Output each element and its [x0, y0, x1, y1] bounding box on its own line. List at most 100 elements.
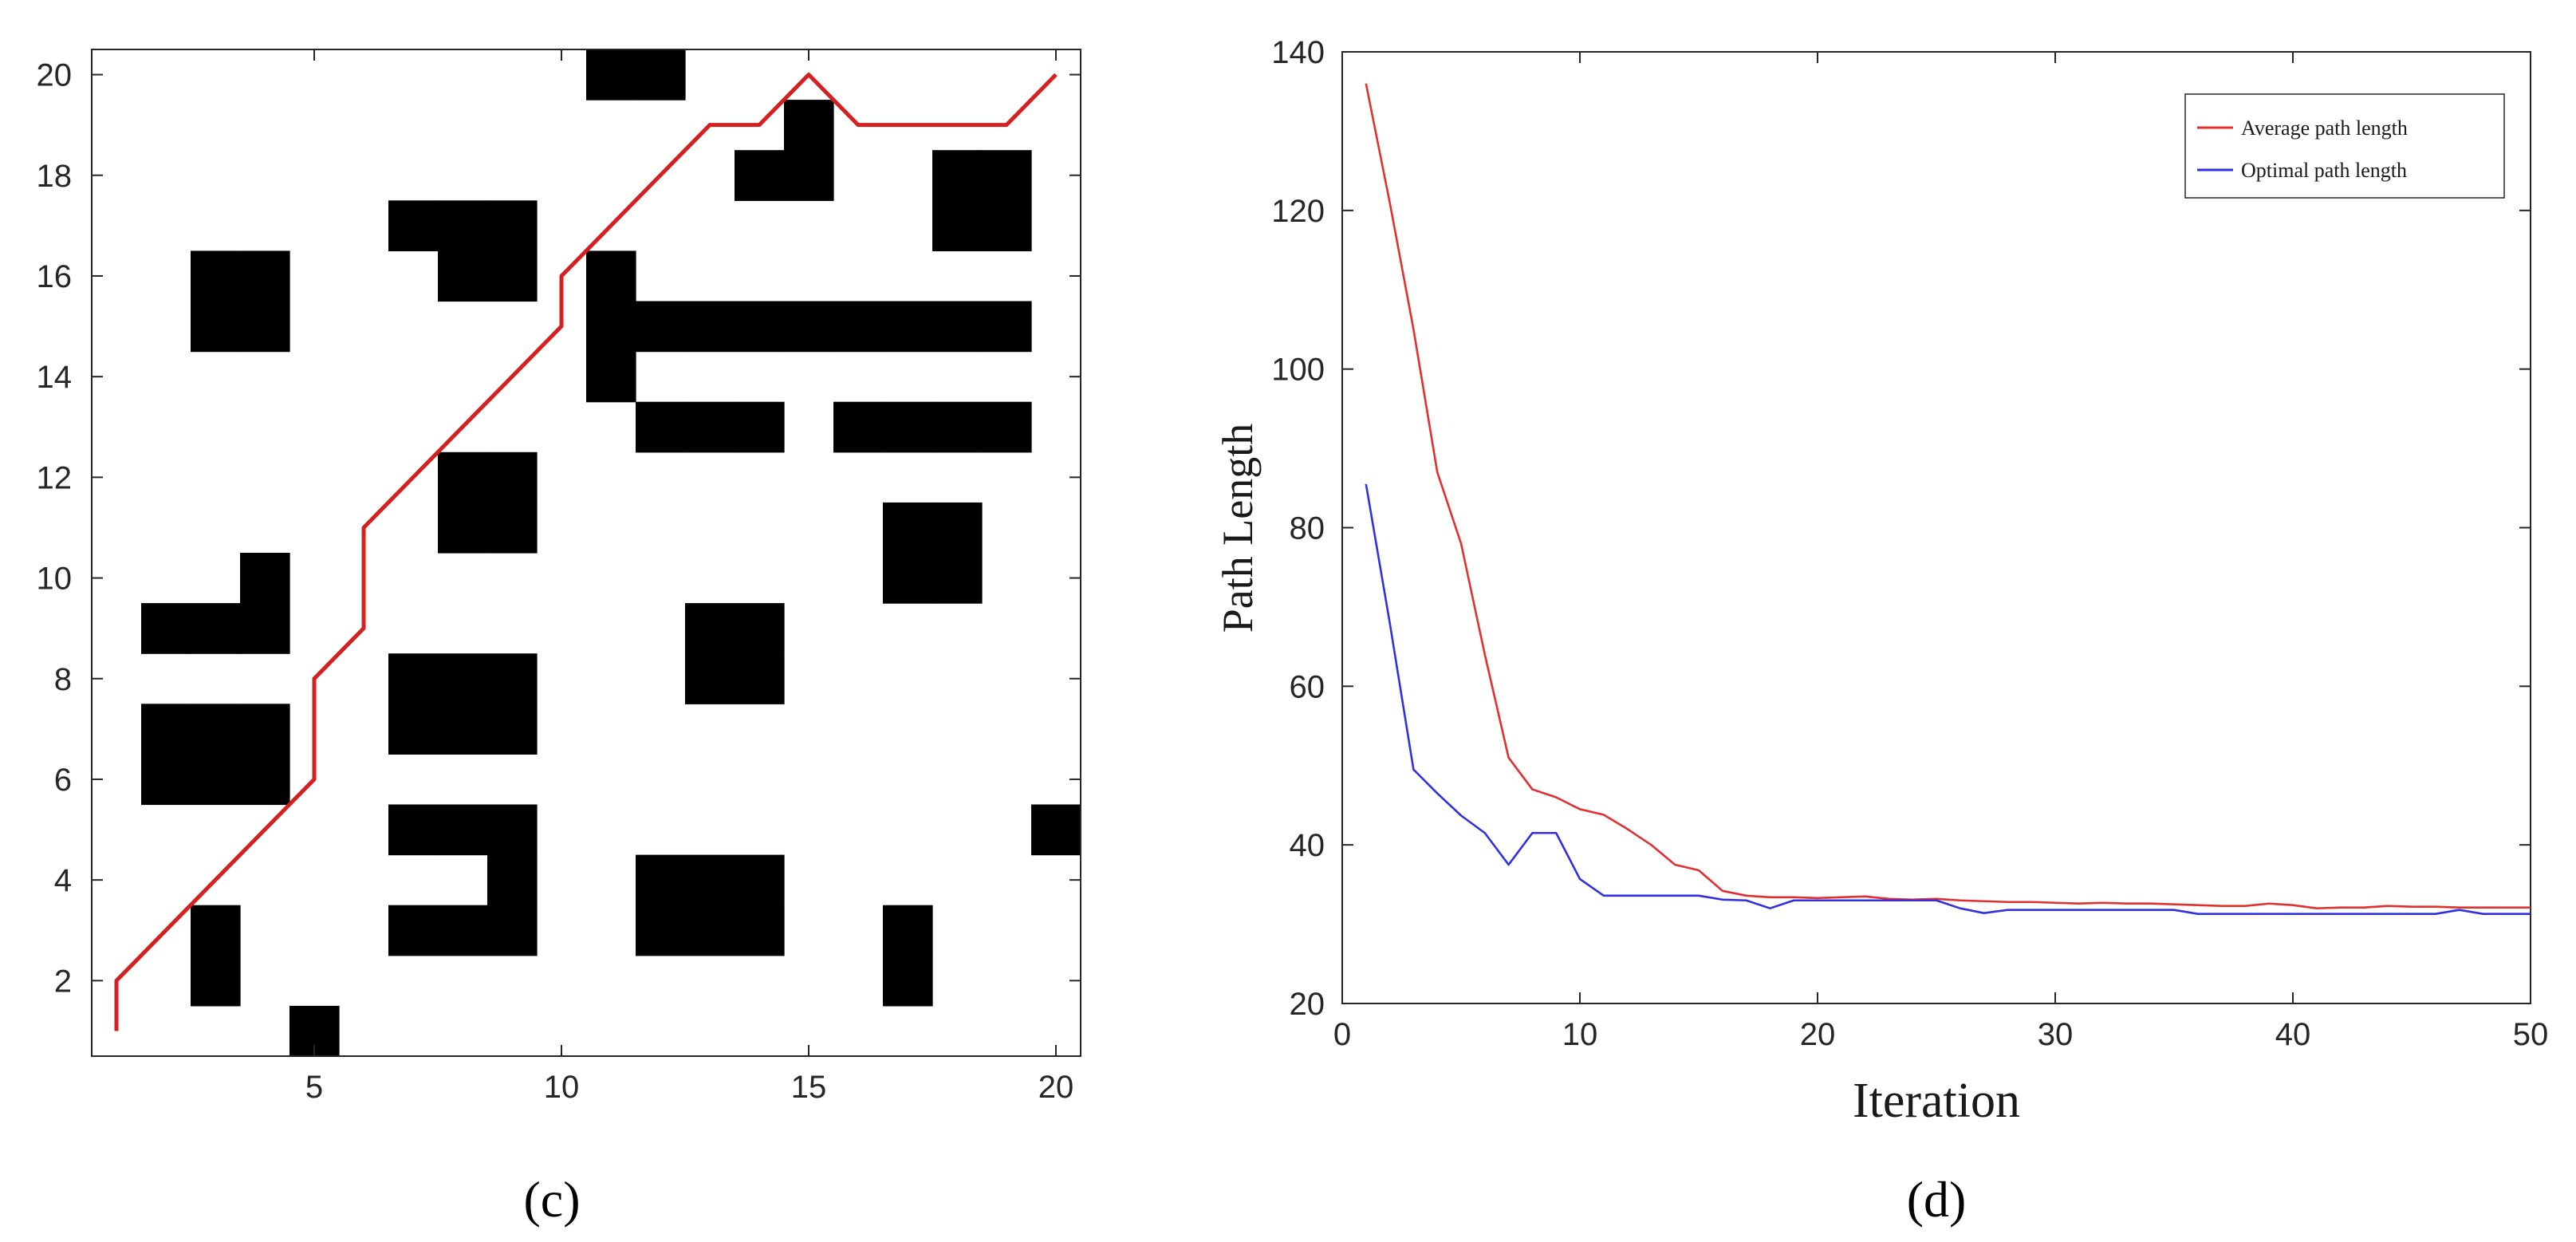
obstacle-cell: [735, 905, 785, 956]
obstacle-cell: [240, 754, 290, 806]
obstacle-cell: [685, 603, 735, 654]
obstacle-cell: [735, 401, 785, 453]
grid-map-panel: 5 10 15 20 2 4 6 8 10 12 14 16 18 20 (c): [37, 49, 1081, 1228]
obstacle-cell: [1031, 804, 1081, 856]
y-tick-label: 4: [54, 863, 72, 898]
obstacle-cell: [685, 401, 735, 453]
obstacle-cell: [487, 250, 538, 302]
x-tick-label: 15: [791, 1070, 827, 1105]
obstacle-cell: [191, 905, 241, 956]
robot-path-line: [114, 73, 1058, 1031]
obstacle-cell: [388, 653, 439, 704]
obstacle-cell: [685, 854, 735, 906]
obstacle-cell: [833, 301, 884, 353]
grid-map-x-ticks: 5 10 15 20: [305, 49, 1073, 1105]
obstacle-cell: [735, 653, 785, 704]
y-tick-label: 12: [37, 460, 73, 495]
obstacle-cell: [438, 451, 488, 503]
obstacle-cell: [932, 553, 983, 604]
obstacle-cell: [191, 603, 241, 654]
obstacle-cell: [487, 804, 538, 856]
x-tick-label: 5: [305, 1070, 323, 1105]
y-tick-label: 2: [54, 964, 72, 999]
obstacle-cell: [735, 301, 785, 353]
y-tick-label: 60: [1290, 669, 1325, 704]
obstacle-cell: [636, 49, 686, 101]
x-tick-label: 10: [544, 1070, 580, 1105]
obstacle-cell: [487, 704, 538, 755]
obstacle-cell: [883, 502, 933, 554]
obstacle-cell: [735, 854, 785, 906]
obstacle-cell: [932, 502, 983, 554]
y-tick-label: 20: [1290, 987, 1325, 1022]
obstacle-cell: [191, 704, 241, 755]
obstacle-cell: [982, 401, 1032, 453]
obstacle-cell: [191, 955, 241, 1007]
panel-label-d: (d): [1907, 1171, 1967, 1228]
obstacle-cell: [586, 301, 636, 353]
obstacle-cell: [438, 704, 488, 755]
obstacle-cell: [932, 401, 983, 453]
obstacle-cell: [833, 401, 884, 453]
obstacle-cell: [240, 553, 290, 604]
obstacle-cell: [438, 200, 488, 251]
obstacle-cell: [141, 603, 191, 654]
obstacle-cell: [636, 301, 686, 353]
y-tick-label: 16: [37, 259, 73, 294]
obstacle-cell: [982, 200, 1032, 251]
y-tick-label: 40: [1290, 828, 1325, 863]
obstacle-cell: [438, 502, 488, 554]
obstacle-cell: [636, 905, 686, 956]
x-axis-label: Iteration: [1853, 1074, 2020, 1128]
x-tick-label: 0: [1333, 1017, 1351, 1052]
obstacle-cell: [636, 854, 686, 906]
obstacle-cell: [487, 200, 538, 251]
obstacle-cell: [240, 704, 290, 755]
y-tick-label: 10: [37, 562, 73, 597]
x-tick-label: 20: [1800, 1017, 1836, 1052]
obstacle-cell: [685, 905, 735, 956]
panel-label-c: (c): [523, 1171, 580, 1228]
obstacle-cell: [784, 150, 834, 201]
obstacle-cell: [784, 301, 834, 353]
obstacle-cell: [388, 200, 439, 251]
chart-legend: Average path length Optimal path length: [2184, 93, 2505, 199]
y-tick-label: 140: [1271, 35, 1325, 70]
obstacle-cell: [636, 401, 686, 453]
obstacle-cell: [586, 250, 636, 302]
obstacle-cell: [932, 301, 983, 353]
grid-map-frame: [91, 49, 1081, 1057]
x-tick-label: 40: [2275, 1017, 2311, 1052]
y-tick-label: 6: [54, 763, 72, 798]
obstacle-cell: [685, 301, 735, 353]
obstacle-cell: [586, 351, 636, 403]
y-tick-label: 120: [1271, 194, 1325, 229]
chart-series-layer: [1365, 83, 2531, 915]
obstacle-cell: [438, 804, 488, 856]
obstacle-cell: [685, 653, 735, 704]
y-tick-label: 18: [37, 159, 73, 194]
obstacle-cell: [240, 250, 290, 302]
legend-box: [2184, 93, 2505, 199]
chart-y-ticks: 20 40 60 80 100 120 140: [1271, 35, 2531, 1022]
obstacle-cell: [932, 150, 983, 201]
obstacle-cell: [141, 704, 191, 755]
obstacle-cell: [191, 754, 241, 806]
series-average-path-length: [1365, 83, 2531, 909]
obstacle-cell: [982, 301, 1032, 353]
obstacle-cell: [191, 250, 241, 302]
obstacle-cell: [735, 150, 785, 201]
x-tick-label: 50: [2513, 1017, 2549, 1052]
obstacle-cell: [388, 804, 439, 856]
obstacle-cell: [883, 301, 933, 353]
chart-x-ticks: 0 10 20 30 40 50: [1333, 52, 2548, 1052]
legend-label-optimal: Optimal path length: [2241, 159, 2407, 182]
obstacle-cell: [438, 653, 488, 704]
obstacle-cell: [487, 905, 538, 956]
y-tick-label: 8: [54, 662, 72, 697]
chart-plot-area: [1341, 51, 2531, 1004]
x-tick-label: 10: [1562, 1017, 1598, 1052]
obstacle-cell: [487, 451, 538, 503]
obstacle-cell: [388, 905, 439, 956]
